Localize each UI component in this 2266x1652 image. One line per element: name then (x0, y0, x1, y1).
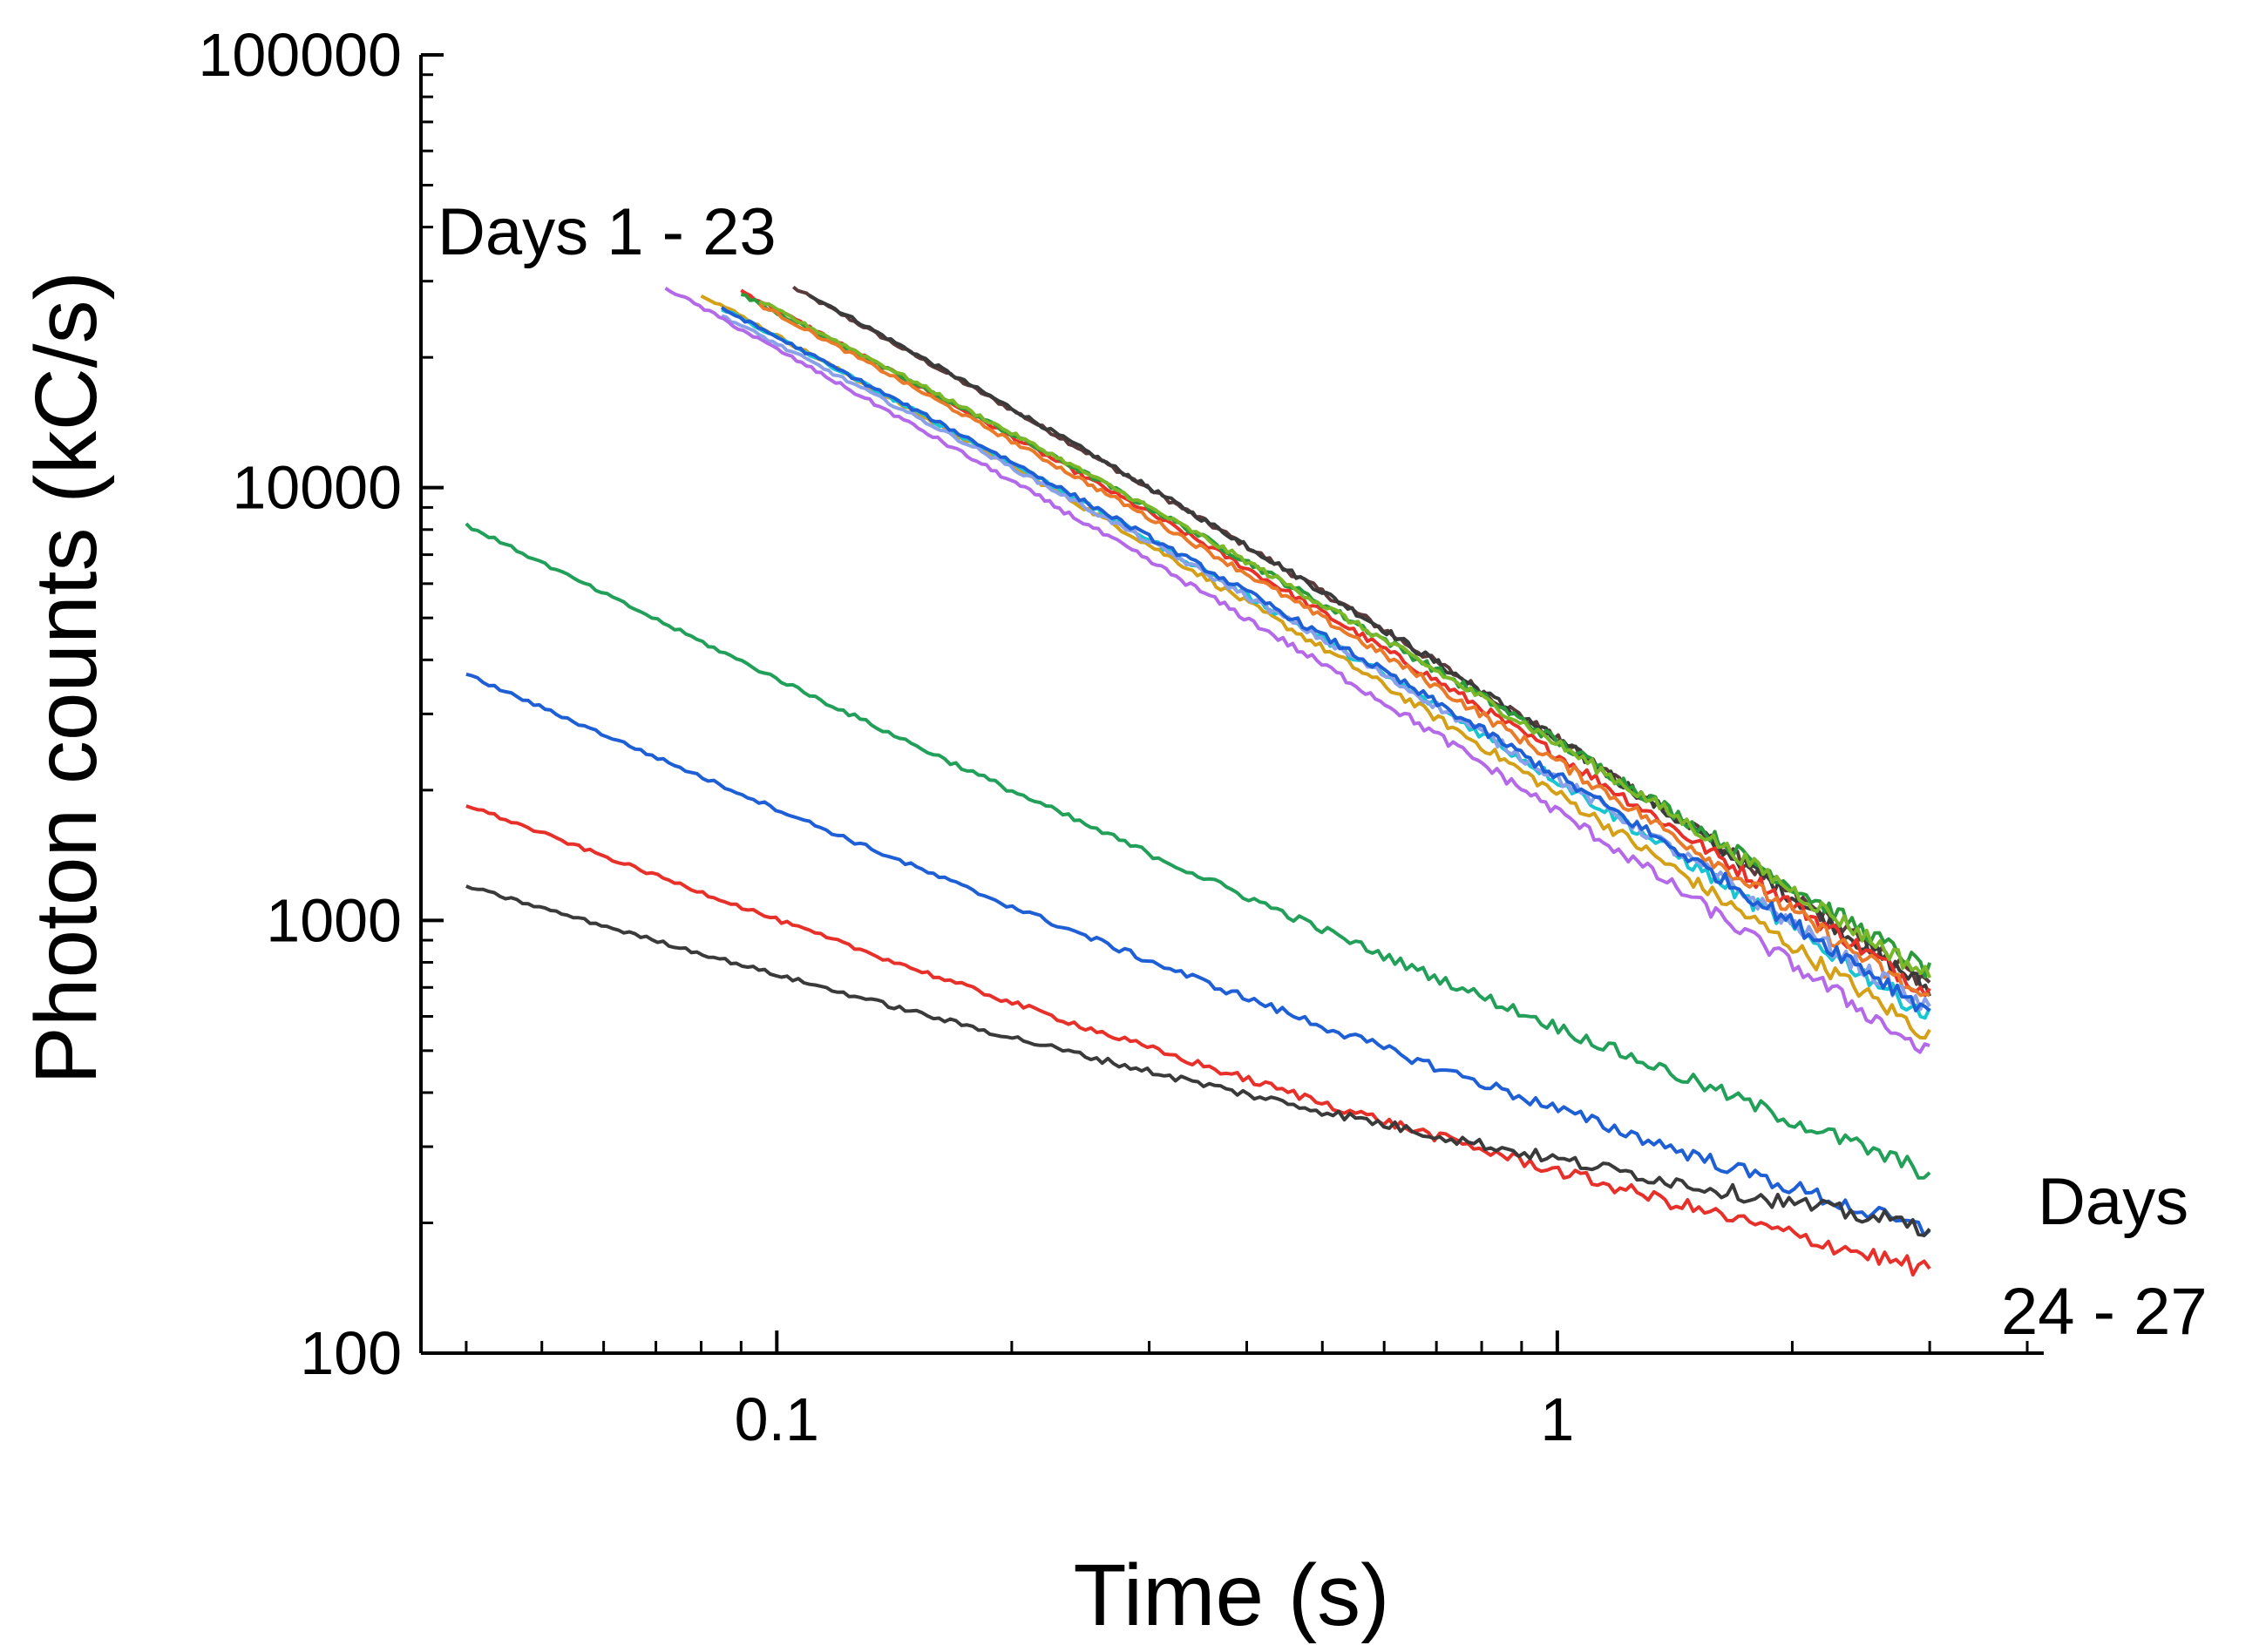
annotation-days-label: Days (2038, 1165, 2188, 1239)
series-line-day-10 (664, 287, 1930, 1054)
series-line-day-5 (741, 293, 1932, 979)
series-line-day-24 (465, 522, 1931, 1180)
annotation-days-24-27: 24 - 27 (2001, 1275, 2208, 1349)
series-line-day-7 (757, 302, 1930, 998)
x-ticks: 0.1 1 (465, 1330, 2029, 1453)
y-tick-label: 100000 (198, 21, 402, 89)
y-tick-label: 10000 (232, 454, 402, 522)
y-axis-title: Photon counts (kC/s) (17, 271, 115, 1085)
series-layer (465, 285, 1932, 1277)
x-axis-title: Time (s) (1074, 1547, 1390, 1644)
y-tick-label: 100 (300, 1319, 402, 1387)
y-ticks: 100 1000 10000 100000 (198, 21, 444, 1387)
x-tick-label: 1 (1540, 1385, 1574, 1453)
x-tick-label: 0.1 (735, 1385, 819, 1453)
series-line-day-26 (465, 804, 1931, 1277)
series-line-day-25 (465, 672, 1931, 1237)
annotation-days-1-23: Days 1 - 23 (438, 195, 777, 269)
series-line-day-27 (465, 884, 1931, 1237)
series-line-day-11 (720, 306, 1931, 1012)
y-tick-label: 1000 (266, 886, 402, 954)
series-line-day-6 (758, 300, 1931, 978)
